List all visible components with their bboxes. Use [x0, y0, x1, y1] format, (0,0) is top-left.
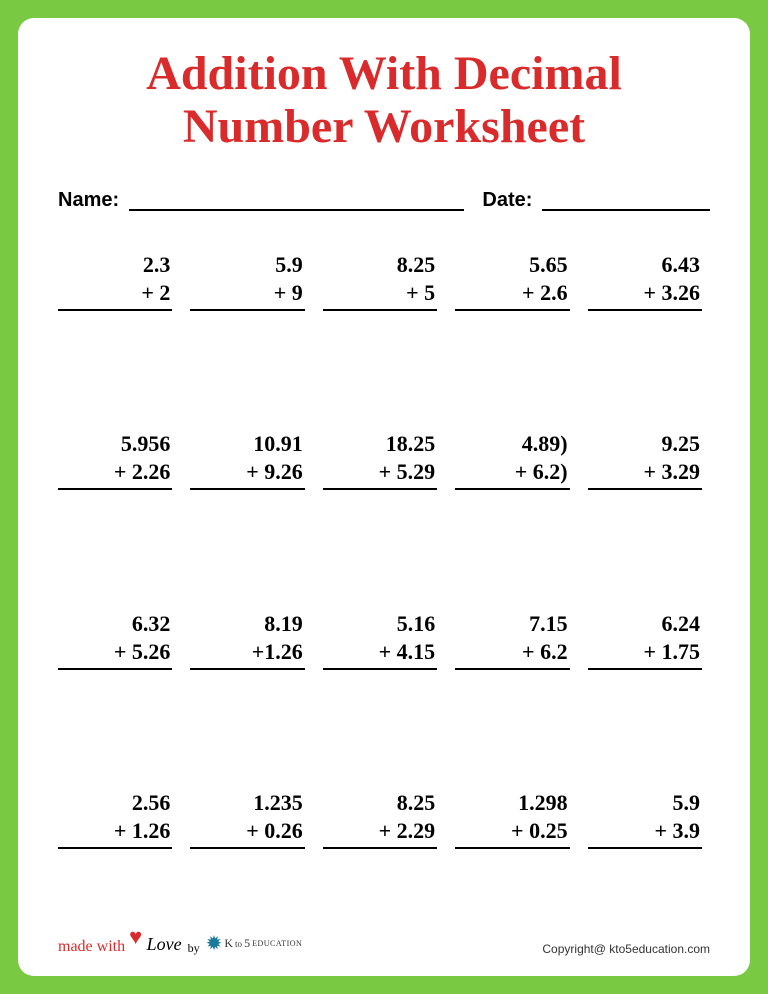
problem-bottom: + 2 [58, 280, 172, 311]
problems-grid: 2.3+ 2 5.9+ 9 8.25+ 5 5.65+ 2.6 6.43+ 3.… [58, 252, 710, 920]
problem-top: 8.25 [323, 252, 437, 278]
problem-cell: 8.25+ 2.29 [323, 790, 445, 920]
problem-bottom: +1.26 [190, 639, 304, 670]
worksheet-title: Addition With Decimal Number Worksheet [58, 48, 710, 154]
brand-to: to [235, 939, 242, 949]
problem-bottom: + 0.25 [455, 818, 569, 849]
problem-top: 1.298 [455, 790, 569, 816]
problem-top: 5.65 [455, 252, 569, 278]
brand-edu: EDUCATION [252, 939, 302, 948]
footer-row: made with ♥ Love by ✹ K to 5 EDUCATION C… [58, 930, 710, 956]
problem-bottom: + 3.9 [588, 818, 702, 849]
problem-top: 18.25 [323, 431, 437, 457]
problem-bottom: + 5.26 [58, 639, 172, 670]
problem-cell: 5.9+ 9 [190, 252, 312, 382]
problem-cell: 8.25+ 5 [323, 252, 445, 382]
name-label: Name: [58, 189, 119, 212]
problem-top: 6.43 [588, 252, 702, 278]
problem-cell: 5.956+ 2.26 [58, 431, 180, 561]
problem-cell: 9.25+ 3.29 [588, 431, 710, 561]
problem-bottom: + 2.6 [455, 280, 569, 311]
problem-top: 6.32 [58, 611, 172, 637]
problem-bottom: + 2.26 [58, 459, 172, 490]
problem-top: 6.24 [588, 611, 702, 637]
love-text: Love [147, 934, 182, 954]
problem-cell: 4.89)+ 6.2) [455, 431, 577, 561]
problem-cell: 2.56+ 1.26 [58, 790, 180, 920]
name-blank-line [129, 189, 464, 211]
problem-cell: 5.9+ 3.9 [588, 790, 710, 920]
heart-icon: ♥ [129, 924, 142, 949]
problem-cell: 18.25+ 5.29 [323, 431, 445, 561]
love-block: ♥ Love [129, 930, 182, 956]
brand-block: ✹ K to 5 EDUCATION [206, 931, 303, 956]
problem-bottom: + 4.15 [323, 639, 437, 670]
problem-top: 2.3 [58, 252, 172, 278]
problem-top: 5.9 [588, 790, 702, 816]
date-blank-line [542, 189, 710, 211]
problem-cell: 7.15+ 6.2 [455, 611, 577, 741]
problem-cell: 10.91+ 9.26 [190, 431, 312, 561]
problem-bottom: + 1.75 [588, 639, 702, 670]
problem-bottom: + 3.29 [588, 459, 702, 490]
problem-cell: 6.43+ 3.26 [588, 252, 710, 382]
problem-top: 1.235 [190, 790, 304, 816]
problem-top: 5.956 [58, 431, 172, 457]
problem-cell: 6.24+ 1.75 [588, 611, 710, 741]
problem-bottom: + 6.2 [455, 639, 569, 670]
problem-top: 8.19 [190, 611, 304, 637]
problem-top: 8.25 [323, 790, 437, 816]
problem-bottom: + 6.2) [455, 459, 569, 490]
problem-bottom: + 2.29 [323, 818, 437, 849]
brand-5: 5 [244, 936, 250, 951]
problem-top: 10.91 [190, 431, 304, 457]
problem-bottom: + 5 [323, 280, 437, 311]
problem-cell: 8.19+1.26 [190, 611, 312, 741]
problem-cell: 5.16+ 4.15 [323, 611, 445, 741]
problem-top: 2.56 [58, 790, 172, 816]
date-label: Date: [482, 189, 532, 212]
page-frame: Addition With Decimal Number Worksheet N… [0, 0, 768, 994]
problem-top: 9.25 [588, 431, 702, 457]
fields-row: Name: Date: [58, 189, 710, 212]
problem-top: 4.89) [455, 431, 569, 457]
brand-k: K [224, 936, 233, 951]
logo-block: made with ♥ Love by ✹ K to 5 EDUCATION [58, 930, 302, 956]
worksheet-inner: Addition With Decimal Number Worksheet N… [18, 18, 750, 976]
problem-cell: 5.65+ 2.6 [455, 252, 577, 382]
problem-cell: 1.235+ 0.26 [190, 790, 312, 920]
splash-icon: ✹ [206, 931, 223, 956]
problem-bottom: + 5.29 [323, 459, 437, 490]
problem-bottom: + 9 [190, 280, 304, 311]
problem-top: 7.15 [455, 611, 569, 637]
made-with-text: made with [58, 938, 125, 956]
problem-bottom: + 9.26 [190, 459, 304, 490]
problem-bottom: + 3.26 [588, 280, 702, 311]
problem-top: 5.16 [323, 611, 437, 637]
by-text: by [188, 941, 200, 956]
problem-bottom: + 1.26 [58, 818, 172, 849]
problem-cell: 6.32+ 5.26 [58, 611, 180, 741]
problem-top: 5.9 [190, 252, 304, 278]
problem-cell: 2.3+ 2 [58, 252, 180, 382]
problem-cell: 1.298+ 0.25 [455, 790, 577, 920]
copyright-text: Copyright@ kto5education.com [542, 942, 710, 956]
problem-bottom: + 0.26 [190, 818, 304, 849]
